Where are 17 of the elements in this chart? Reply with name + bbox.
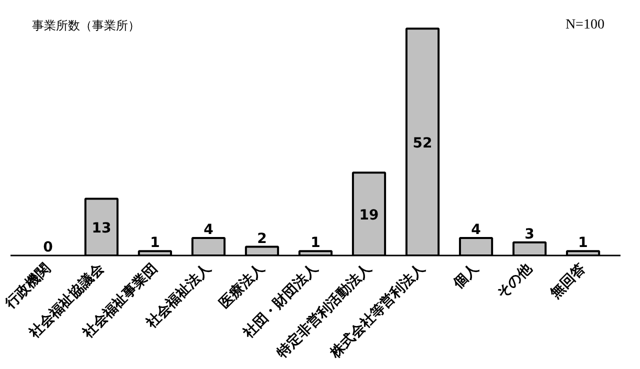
data-label: 2 [257,230,267,247]
data-label: 19 [359,208,379,224]
data-label: 3 [524,226,534,242]
data-label: 4 [204,222,214,238]
x-tick-label: 医療法人 [216,259,268,312]
data-label: 1 [150,235,160,252]
data-label: 1 [310,235,320,252]
data-label: 0 [43,240,54,256]
data-label: 52 [412,136,432,152]
chart-title: 事業所数（事業所） [32,18,140,32]
data-label: 1 [578,235,588,252]
x-tick-label: その他 [494,260,536,302]
annotation: N=100 [565,18,604,32]
data-label: 4 [471,222,482,238]
data-label: 13 [92,220,112,237]
x-tick-label: 無回答 [546,260,589,303]
x-tick-label: 個人 [450,260,482,293]
